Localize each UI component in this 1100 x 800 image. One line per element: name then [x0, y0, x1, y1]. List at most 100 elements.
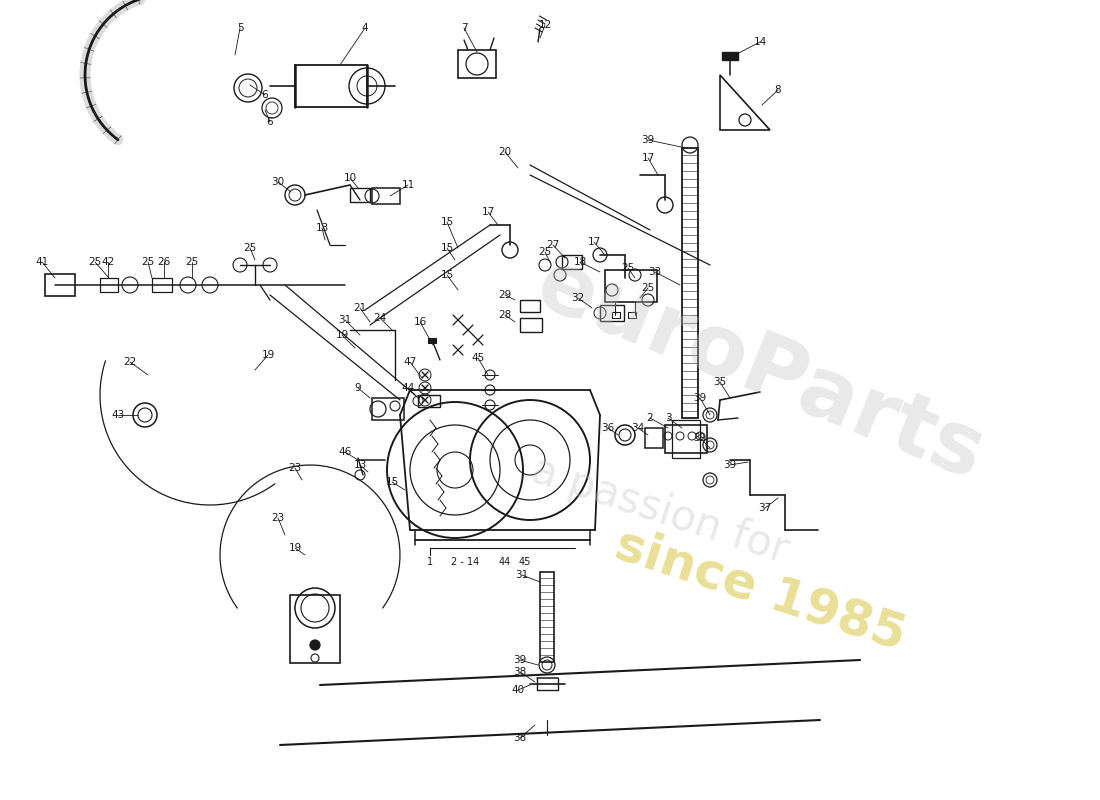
Text: 4: 4: [362, 23, 369, 33]
Text: 15: 15: [440, 270, 453, 280]
Bar: [628, 312, 636, 318]
Bar: [645, 428, 663, 448]
Bar: [45, 274, 75, 296]
Text: 35: 35: [714, 377, 727, 387]
Text: 40: 40: [512, 685, 525, 695]
Text: 6: 6: [266, 117, 273, 127]
Text: 25: 25: [621, 263, 635, 273]
Text: 29: 29: [498, 290, 512, 300]
Text: 1: 1: [427, 557, 433, 567]
Text: 15: 15: [440, 217, 453, 227]
Bar: [295, 65, 367, 107]
Text: 25: 25: [243, 243, 256, 253]
Text: 6: 6: [262, 90, 268, 100]
Text: 3: 3: [664, 413, 671, 423]
Text: 39: 39: [514, 655, 527, 665]
Bar: [600, 305, 624, 321]
Text: 31: 31: [516, 570, 529, 580]
Text: 39: 39: [641, 135, 654, 145]
Bar: [152, 278, 172, 292]
Text: 5: 5: [236, 23, 243, 33]
Text: 21: 21: [353, 303, 366, 313]
Circle shape: [310, 640, 320, 650]
Text: 28: 28: [498, 310, 512, 320]
Text: 25: 25: [142, 257, 155, 267]
Text: 13: 13: [353, 460, 366, 470]
Text: 25: 25: [186, 257, 199, 267]
Bar: [605, 270, 657, 302]
Text: 47: 47: [404, 357, 417, 367]
Text: a passion for: a passion for: [526, 449, 794, 571]
Text: 30: 30: [272, 177, 285, 187]
Text: 25: 25: [88, 257, 101, 267]
Text: since 1985: since 1985: [608, 520, 912, 660]
Text: 20: 20: [498, 147, 512, 157]
Bar: [722, 52, 738, 60]
Text: 41: 41: [35, 257, 48, 267]
Text: 2: 2: [647, 413, 653, 423]
Bar: [682, 148, 698, 418]
Text: 38: 38: [514, 667, 527, 677]
Text: 17: 17: [587, 237, 601, 247]
Bar: [372, 188, 400, 204]
Text: 14: 14: [754, 37, 767, 47]
Text: 32: 32: [571, 293, 584, 303]
Bar: [612, 312, 620, 318]
Text: 39: 39: [693, 393, 706, 403]
Text: 25: 25: [641, 283, 654, 293]
Text: 8: 8: [774, 85, 781, 95]
Bar: [372, 398, 404, 420]
Text: 39: 39: [693, 433, 706, 443]
Text: 33: 33: [648, 267, 661, 277]
Bar: [520, 318, 542, 332]
Text: 15: 15: [385, 477, 398, 487]
Text: 11: 11: [402, 180, 415, 190]
Text: 45: 45: [472, 353, 485, 363]
Bar: [458, 50, 496, 78]
Text: 12: 12: [538, 20, 551, 30]
Text: 44: 44: [499, 557, 512, 567]
Text: 24: 24: [373, 313, 386, 323]
Text: 2 - 14: 2 - 14: [451, 557, 480, 567]
Text: 43: 43: [111, 410, 124, 420]
Bar: [350, 188, 370, 202]
Text: 19: 19: [288, 543, 301, 553]
Bar: [540, 572, 554, 662]
Text: 46: 46: [339, 447, 352, 457]
Text: 17: 17: [641, 153, 654, 163]
Text: 23: 23: [272, 513, 285, 523]
Text: 25: 25: [538, 247, 551, 257]
Text: 23: 23: [288, 463, 301, 473]
Text: 38: 38: [514, 733, 527, 743]
Text: 15: 15: [440, 243, 453, 253]
Text: 42: 42: [101, 257, 114, 267]
Text: 36: 36: [602, 423, 615, 433]
Text: 45: 45: [519, 557, 531, 567]
Text: 9: 9: [354, 383, 361, 393]
Text: 44: 44: [402, 383, 415, 393]
Text: 26: 26: [157, 257, 170, 267]
Text: 10: 10: [343, 173, 356, 183]
Bar: [290, 595, 340, 663]
Bar: [100, 278, 118, 292]
Text: 13: 13: [316, 223, 329, 233]
Text: 18: 18: [573, 257, 586, 267]
Text: 39: 39: [724, 460, 737, 470]
Text: 16: 16: [414, 317, 427, 327]
Text: 19: 19: [336, 330, 349, 340]
Bar: [666, 425, 707, 453]
Text: euroParts: euroParts: [524, 242, 996, 498]
Text: 37: 37: [758, 503, 771, 513]
Bar: [672, 420, 700, 458]
Text: 17: 17: [482, 207, 495, 217]
Text: 34: 34: [631, 423, 645, 433]
Text: 19: 19: [262, 350, 275, 360]
Text: 31: 31: [339, 315, 352, 325]
Text: 27: 27: [547, 240, 560, 250]
Text: 22: 22: [123, 357, 136, 367]
Bar: [418, 395, 440, 407]
Text: 7: 7: [461, 23, 468, 33]
Bar: [520, 300, 540, 312]
Bar: [562, 255, 582, 269]
Bar: [428, 338, 436, 343]
